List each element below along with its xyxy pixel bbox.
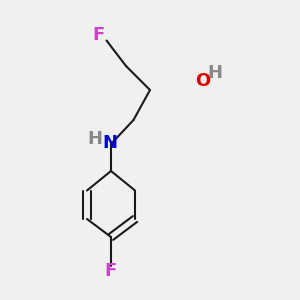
Text: N: N	[102, 134, 117, 152]
Text: O: O	[195, 72, 210, 90]
Text: H: H	[87, 130, 102, 148]
Text: F: F	[93, 26, 105, 44]
Text: H: H	[207, 64, 222, 82]
Text: F: F	[105, 262, 117, 280]
